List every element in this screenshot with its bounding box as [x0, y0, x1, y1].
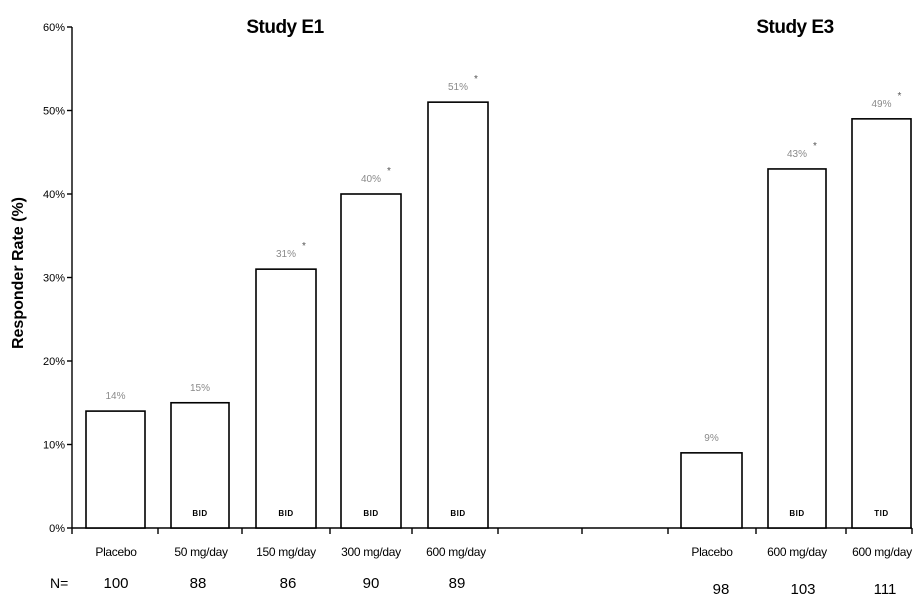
n-label: N= — [50, 575, 68, 591]
bar — [851, 118, 912, 529]
n-value: 90 — [363, 575, 380, 592]
y-tick-label: 50% — [43, 106, 65, 118]
dosing-regimen-label: BID — [450, 509, 465, 518]
bar-value-label: 15% — [190, 383, 210, 394]
significance-marker: * — [474, 74, 478, 85]
significance-marker: * — [813, 141, 817, 152]
bar-value-label: 43% — [787, 149, 807, 160]
y-tick-label: 30% — [43, 273, 65, 285]
dosing-regimen-label: BID — [789, 509, 804, 518]
bar-value-label: 9% — [704, 433, 719, 444]
category-label: Placebo — [691, 545, 733, 559]
study-title: Study E1 — [246, 17, 324, 38]
y-tick-label: 60% — [43, 22, 65, 34]
dosing-regimen-label: BID — [278, 509, 293, 518]
category-label: 300 mg/day — [341, 545, 401, 559]
bar — [85, 410, 146, 529]
bar — [427, 101, 489, 529]
bar-value-label: 51% — [448, 82, 468, 93]
dosing-regimen-label: TID — [874, 509, 888, 518]
significance-marker: * — [302, 241, 306, 252]
n-value: 103 — [790, 581, 815, 598]
bar — [680, 452, 743, 529]
significance-marker: * — [387, 166, 391, 177]
bar-value-label: 31% — [276, 249, 296, 260]
n-value: 100 — [103, 575, 128, 592]
category-label: Placebo — [95, 545, 137, 559]
bar — [767, 168, 827, 529]
n-value: 98 — [713, 581, 730, 598]
category-label: 600 mg/day — [852, 545, 912, 559]
category-label: 600 mg/day — [426, 545, 486, 559]
category-label: 150 mg/day — [256, 545, 316, 559]
n-value: 111 — [874, 581, 897, 598]
bar — [255, 268, 317, 529]
n-value: 88 — [190, 575, 207, 592]
y-tick-label: 20% — [43, 356, 65, 368]
n-value: 89 — [449, 575, 466, 592]
study-titles: Study E1 Study E3 — [246, 17, 834, 38]
y-tick-label: 40% — [43, 189, 65, 201]
dosing-regimen-label: BID — [192, 509, 207, 518]
significance-marker: * — [898, 91, 902, 102]
bar-value-label: 14% — [105, 391, 125, 402]
y-axis-label: Responder Rate (%) — [10, 197, 27, 349]
labels: 14% Placebo 100 15% BID 50 mg/day 88 31% * BID 150… — [95, 74, 912, 598]
bar-value-label: 40% — [361, 174, 381, 185]
study-title: Study E3 — [756, 17, 833, 38]
category-label: 50 mg/day — [174, 545, 228, 559]
bar — [170, 401, 230, 529]
category-label: 600 mg/day — [767, 545, 827, 559]
bar — [340, 193, 402, 529]
y-tick-label: 10% — [43, 440, 65, 452]
bars — [85, 101, 912, 529]
dosing-regimen-label: BID — [363, 509, 378, 518]
y-tick-label: 0% — [49, 523, 65, 535]
n-value: 86 — [280, 575, 297, 592]
bar-value-label: 49% — [871, 99, 891, 110]
